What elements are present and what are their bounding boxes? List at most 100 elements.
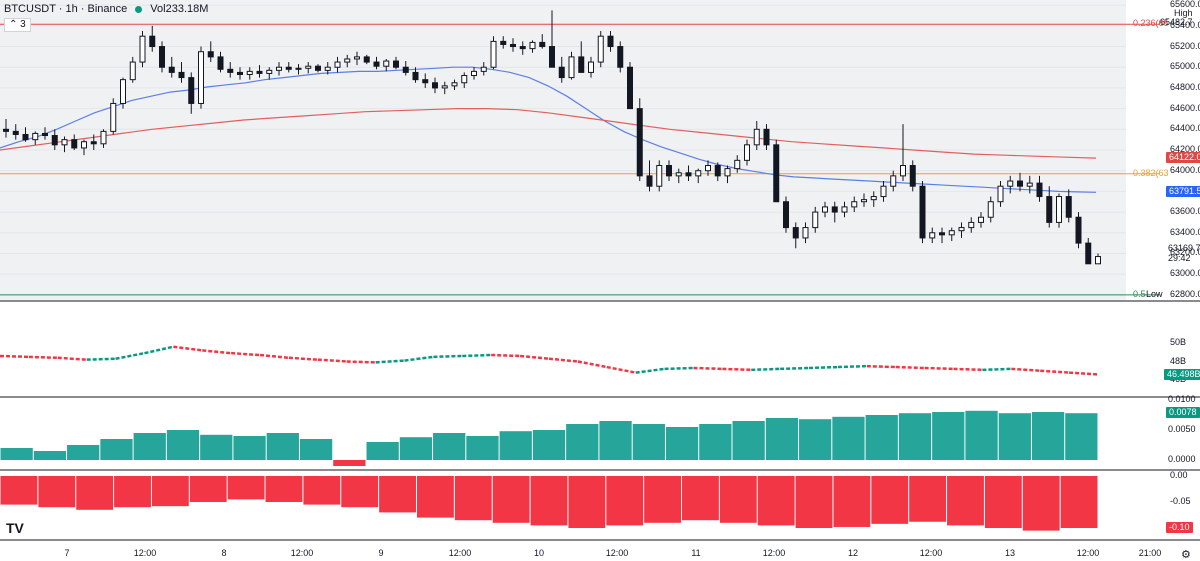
osc-positive-bar [965, 410, 998, 460]
candle-body [822, 206, 828, 213]
candle-body [578, 56, 585, 73]
candle-body [861, 199, 867, 203]
volume-segment [895, 365, 925, 370]
settings-gear-icon[interactable]: ⚙ [1181, 549, 1191, 561]
candle-body [802, 227, 809, 239]
candle-body [129, 61, 136, 81]
time-tick-label: 7 [64, 548, 70, 558]
candle-body [246, 70, 253, 75]
price-tick-label: 65000.0 [1170, 61, 1200, 72]
panel4-tick-label: -0.05 [1170, 496, 1191, 506]
panel4-tick-label: 0.00 [1170, 470, 1188, 480]
price-tick-label: 65400.0 [1170, 19, 1200, 30]
candle-body [656, 165, 663, 187]
osc-negative-bar [909, 476, 947, 522]
osc-negative-bar [530, 476, 568, 526]
volume-segment [606, 365, 636, 374]
market-status-icon [135, 5, 143, 13]
panel2-tick-label: 50B [1170, 337, 1187, 347]
osc-positive-bar [466, 436, 499, 460]
osc-negative-bar [833, 476, 871, 527]
candle-body [480, 66, 487, 72]
candle-body [529, 41, 536, 50]
candle-body [227, 68, 234, 73]
osc-positive-bar [599, 421, 632, 460]
osc-positive-bar [1031, 412, 1065, 460]
volume-segment [57, 356, 87, 361]
candle-body [1036, 182, 1043, 198]
candle-body [334, 61, 341, 68]
candle-body [471, 70, 477, 77]
candle-body [588, 61, 594, 73]
osc-positive-bar [100, 439, 133, 460]
osc-negative-bar [984, 476, 1022, 528]
candle-body [978, 216, 984, 223]
osc-negative-bar [568, 476, 606, 528]
candle-body [666, 165, 672, 177]
candle-body [539, 41, 546, 48]
candle-body [568, 56, 575, 79]
candle-body [120, 79, 126, 104]
candle-body [1046, 196, 1053, 223]
candle-body [997, 185, 1004, 203]
chart-header: BTCUSDT · 1h · Binance Vol233.18M [4, 3, 208, 15]
candle-body [627, 66, 633, 110]
candle-body [305, 65, 312, 69]
collapse-indicators-button[interactable]: ⌃ 3 [4, 18, 31, 32]
price-tick-label: 62800.0 [1170, 288, 1200, 299]
volume-segment [664, 366, 694, 371]
osc-positive-bar [33, 451, 67, 460]
osc-positive-bar [566, 424, 599, 460]
osc-negative-bar [151, 476, 189, 507]
osc-positive-bar [67, 445, 100, 460]
candle-body [968, 221, 975, 229]
time-tick-label: 13 [1004, 548, 1016, 558]
candle-body [812, 211, 819, 229]
osc-negative-bar [871, 476, 909, 524]
candle-body [753, 128, 760, 146]
osc-positive-bar [433, 433, 466, 460]
candle-body [695, 170, 702, 177]
candle-body [948, 230, 955, 236]
volume-segment [635, 367, 665, 374]
osc-positive-bar [732, 421, 765, 460]
volume-segment [837, 364, 867, 369]
symbol-label[interactable]: BTCUSDT · 1h · Binance [4, 3, 128, 15]
candle-body [510, 43, 516, 48]
osc-negative-bar [719, 476, 757, 523]
candle-body [32, 132, 39, 141]
candle-body [880, 185, 887, 198]
osc-negative-bar [492, 476, 530, 523]
tradingview-logo[interactable]: TV [6, 520, 24, 536]
candle-body [324, 66, 331, 71]
time-tick-label: 12:00 [605, 548, 629, 558]
candle-body [383, 60, 390, 67]
candle-body [373, 61, 380, 67]
volume-segment [317, 358, 347, 363]
time-tick-label: 12:00 [448, 548, 472, 558]
candle-body [1065, 196, 1072, 218]
osc-negative-bar [379, 476, 416, 513]
panel3-tick-label: 0.0050 [1168, 424, 1196, 434]
candle-body [159, 46, 165, 68]
candle-body [890, 175, 897, 187]
osc-negative-bar [38, 476, 76, 508]
volume-segment [924, 366, 954, 371]
candle-body [237, 71, 243, 75]
candle-body [607, 35, 614, 48]
osc-positive-bar [399, 437, 433, 460]
time-tick-label: 12:00 [133, 548, 157, 558]
candle-body [714, 165, 721, 177]
price-tick-label: 64000.0 [1170, 164, 1200, 175]
ma-slow-line [0, 108, 1097, 159]
low-label: Low [1146, 288, 1163, 299]
candle-body [178, 71, 185, 79]
candle-body [12, 130, 19, 135]
candle-body [763, 128, 770, 146]
osc-negative-bar [341, 476, 379, 508]
candle-body [256, 70, 263, 74]
candle-body [90, 141, 97, 145]
high-value: 65482.7 [1160, 17, 1193, 27]
time-tick-label: 12:00 [919, 548, 943, 558]
